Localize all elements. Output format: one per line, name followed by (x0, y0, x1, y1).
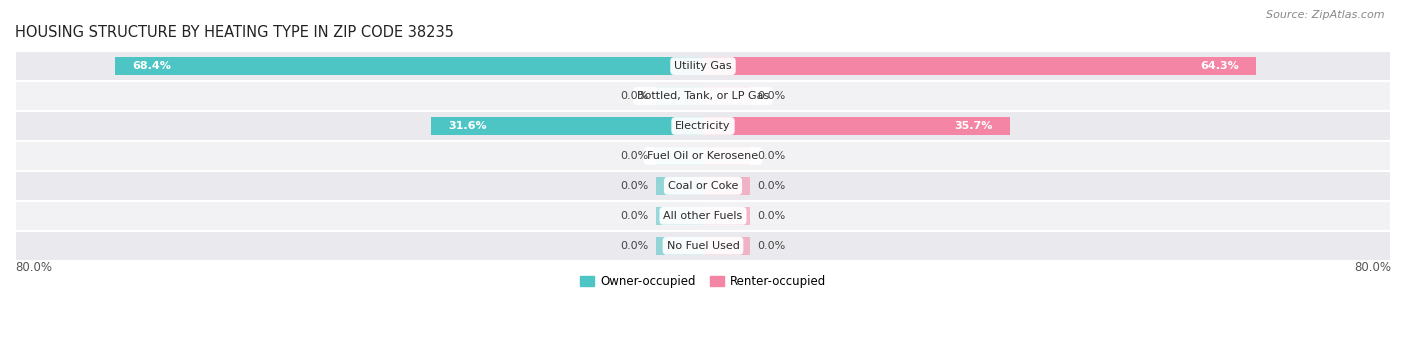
Text: 64.3%: 64.3% (1201, 61, 1239, 71)
Text: HOUSING STRUCTURE BY HEATING TYPE IN ZIP CODE 38235: HOUSING STRUCTURE BY HEATING TYPE IN ZIP… (15, 25, 454, 40)
Text: 80.0%: 80.0% (1354, 261, 1391, 274)
Bar (703, 237, 751, 255)
Bar (655, 147, 703, 165)
Text: 0.0%: 0.0% (620, 241, 648, 251)
Text: Fuel Oil or Kerosene: Fuel Oil or Kerosene (647, 151, 759, 161)
Text: 0.0%: 0.0% (758, 241, 786, 251)
Text: 0.0%: 0.0% (758, 151, 786, 161)
Text: 0.0%: 0.0% (620, 91, 648, 101)
Text: Bottled, Tank, or LP Gas: Bottled, Tank, or LP Gas (637, 91, 769, 101)
Text: 0.0%: 0.0% (620, 181, 648, 191)
Text: 0.0%: 0.0% (620, 151, 648, 161)
Text: All other Fuels: All other Fuels (664, 211, 742, 221)
Text: Electricity: Electricity (675, 121, 731, 131)
Bar (703, 177, 751, 195)
Bar (15, 51, 1391, 81)
Bar (703, 57, 1256, 75)
Text: No Fuel Used: No Fuel Used (666, 241, 740, 251)
Bar (15, 111, 1391, 141)
Bar (15, 201, 1391, 231)
Text: 0.0%: 0.0% (758, 181, 786, 191)
Text: Utility Gas: Utility Gas (675, 61, 731, 71)
Bar (15, 171, 1391, 201)
Bar (15, 231, 1391, 261)
Bar (703, 147, 751, 165)
Bar (703, 87, 751, 105)
Bar (703, 207, 751, 225)
Bar (655, 177, 703, 195)
Bar (655, 87, 703, 105)
Text: Coal or Coke: Coal or Coke (668, 181, 738, 191)
Bar (655, 237, 703, 255)
Bar (432, 117, 703, 135)
Bar (115, 57, 703, 75)
Bar (15, 81, 1391, 111)
Text: 68.4%: 68.4% (132, 61, 172, 71)
Bar (703, 117, 1010, 135)
Bar (655, 207, 703, 225)
Text: 0.0%: 0.0% (620, 211, 648, 221)
Text: 31.6%: 31.6% (449, 121, 486, 131)
Text: 80.0%: 80.0% (15, 261, 52, 274)
Text: Source: ZipAtlas.com: Source: ZipAtlas.com (1267, 10, 1385, 20)
Bar (15, 141, 1391, 171)
Text: 0.0%: 0.0% (758, 211, 786, 221)
Legend: Owner-occupied, Renter-occupied: Owner-occupied, Renter-occupied (575, 270, 831, 293)
Text: 35.7%: 35.7% (955, 121, 993, 131)
Text: 0.0%: 0.0% (758, 91, 786, 101)
